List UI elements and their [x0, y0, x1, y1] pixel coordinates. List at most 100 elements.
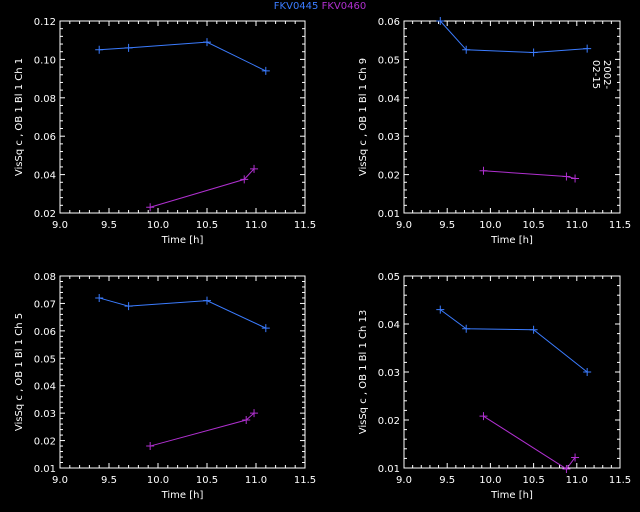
panel-3-xtick-label: 10.0: [147, 475, 169, 486]
panel-1-ytick-label: 0.08: [34, 94, 56, 105]
panel-1-xtick-label: 10.0: [147, 220, 169, 231]
panel-3-ytick-label: 0.07: [34, 299, 56, 310]
panel-4-series-fkv0445-line: [439, 309, 588, 373]
panel-2-series-fkv0445-point: [462, 45, 471, 54]
panel-2-ytick-label: 0.04: [378, 94, 400, 105]
panel-2-xtick-label: 10.5: [522, 220, 544, 231]
panel-4-series-fkv0445-point: [583, 368, 592, 376]
panel-3-ytick-label: 0.02: [34, 437, 56, 448]
panel-2-xtick-label: 11.5: [609, 220, 631, 231]
panel-3-xtick-label: 11.5: [294, 475, 316, 486]
panel-3-series-fkv0445-point: [95, 293, 104, 302]
panel-2-series-fkv0445-point: [529, 48, 538, 57]
panel-1-series-fkv0460-point: [146, 203, 155, 212]
legend: FKV0445 FKV0460: [0, 1, 640, 12]
panel-1-xtick-label: 9.0: [52, 220, 68, 231]
panel-3-ytick-label: 0.01: [34, 464, 56, 475]
panel-1-series-fkv0460-point: [240, 175, 249, 184]
panel-3-xtick-label: 11.0: [245, 475, 267, 486]
panel-4-series-fkv0445-point: [462, 324, 471, 333]
panel-2-xtick-label: 9.5: [439, 220, 455, 231]
panel-1-frame: [59, 20, 306, 214]
panel-3-xtick-label: 9.0: [52, 475, 68, 486]
panel-2-ytick-label: 0.06: [378, 17, 400, 28]
panel-1-series-fkv0445-line: [99, 41, 267, 72]
panel-2-ytick-label: 0.05: [378, 55, 400, 66]
panel-4-ytick-label: 0.05: [378, 272, 400, 283]
panel-1-xtick-label: 11.0: [245, 220, 267, 231]
panel-3-ytick-label: 0.08: [34, 272, 56, 283]
panel-1-ytick-label: 0.12: [34, 17, 56, 28]
panel-2-series-fkv0445-line: [439, 20, 588, 53]
panel-4-xtick-label: 11.5: [609, 475, 631, 486]
panel-2-series-fkv0445-point: [436, 17, 445, 25]
panel-2-frame: [403, 20, 621, 214]
panel-4-xtick-label: 11.0: [566, 475, 588, 486]
panel-1-xtick-label: 9.5: [101, 220, 117, 231]
panel-1-ylabel: VisSq c , OB 1 Bl 1 Ch 1: [14, 58, 25, 176]
panel-1-series-fkv0445-point: [261, 66, 270, 75]
panel-4-ytick-label: 0.02: [378, 416, 400, 427]
panel-3-series-fkv0445-line: [99, 297, 267, 329]
panel-3-series-fkv0460-point: [146, 442, 155, 451]
panel-4-series-fkv0460-point: [562, 464, 571, 473]
panel-4-ytick-label: 0.04: [378, 320, 400, 331]
panel-4-ytick-label: 0.01: [378, 464, 400, 475]
panel-4-ylabel: VisSq c , OB 1 Bl 1 Ch 13: [358, 310, 369, 435]
panel-2-ytick-label: 0.02: [378, 171, 400, 182]
panel-4-series-fkv0445-point: [436, 305, 445, 314]
panel-3-xlabel: Time [h]: [161, 490, 204, 501]
panel-2-series-fkv0460-point: [562, 172, 571, 181]
panel-1-series-fkv0460-line: [150, 168, 255, 208]
panel-1-series-fkv0445-point: [124, 43, 133, 52]
panel-3-ytick-label: 0.03: [34, 409, 56, 420]
panel-3-series-fkv0460-line: [150, 412, 255, 447]
panel-1-ytick-label: 0.06: [34, 132, 56, 143]
panel-1-series-fkv0460-point: [250, 164, 259, 173]
panel-3-series-fkv0445-point: [261, 324, 270, 333]
panel-2-xtick-label: 10.0: [479, 220, 501, 231]
panel-2-xlabel: Time [h]: [490, 235, 533, 246]
legend-entry-fkv0460: FKV0460: [321, 1, 367, 12]
panel-3-series-fkv0445-point: [124, 302, 133, 311]
panel-2-series-fkv0460-point: [479, 166, 488, 175]
panel-3-ylabel: VisSq c , OB 1 Bl 1 Ch 5: [14, 313, 25, 431]
panel-4-xtick-label: 9.5: [439, 475, 455, 486]
panel-2-ytick-label: 0.03: [378, 132, 400, 143]
panel-4-ytick-label: 0.03: [378, 368, 400, 379]
panel-3-ytick-label: 0.04: [34, 382, 56, 393]
panel-2-series-fkv0445-point: [583, 44, 592, 53]
panel-1-xtick-label: 10.5: [196, 220, 218, 231]
panel-2-series-fkv0460-line: [483, 170, 576, 179]
date-label: 2002-02-15: [590, 60, 612, 90]
panel-4-xtick-label: 9.0: [396, 475, 412, 486]
panel-4-series-fkv0460-point: [571, 453, 580, 462]
panel-3-series-fkv0445-point: [203, 296, 211, 305]
panel-1-xlabel: Time [h]: [161, 235, 204, 246]
panel-2-series-fkv0460-point: [571, 174, 580, 183]
panel-3-xtick-label: 9.5: [101, 475, 117, 486]
panel-1-ytick-label: 0.10: [34, 55, 56, 66]
panel-4-series-fkv0460-point: [479, 412, 488, 421]
panel-4-xtick-label: 10.5: [522, 475, 544, 486]
panel-2-xtick-label: 11.0: [566, 220, 588, 231]
legend-entry-fkv0445: FKV0445: [273, 1, 319, 12]
panel-4-series-fkv0460-line: [483, 415, 576, 470]
panel-1-series-fkv0445-point: [203, 38, 211, 47]
panel-1-xtick-label: 11.5: [294, 220, 316, 231]
panel-3-xtick-label: 10.5: [196, 475, 218, 486]
panel-1-series-fkv0445-point: [95, 45, 104, 54]
panel-3-ytick-label: 0.06: [34, 327, 56, 338]
panel-3-ytick-label: 0.05: [34, 354, 56, 365]
panel-4-xtick-label: 10.0: [479, 475, 501, 486]
panel-2-ylabel: VisSq c , OB 1 Bl 1 Ch 9: [358, 58, 369, 176]
panel-2-xtick-label: 9.0: [396, 220, 412, 231]
panel-4-xlabel: Time [h]: [490, 490, 533, 501]
panel-3-series-fkv0460-point: [250, 409, 259, 418]
panel-3-frame: [59, 275, 306, 469]
panel-2-ytick-label: 0.01: [378, 209, 400, 220]
panel-4-series-fkv0445-point: [529, 325, 538, 334]
panel-1-ytick-label: 0.02: [34, 209, 56, 220]
